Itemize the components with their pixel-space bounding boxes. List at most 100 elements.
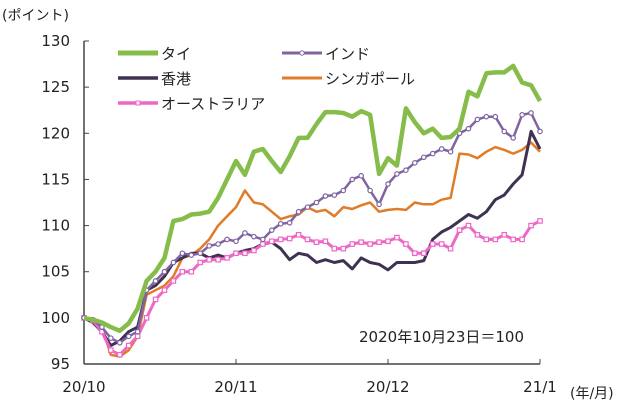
series-line-3 [83,141,541,358]
data-point [331,192,338,198]
y-axis-label: (ポイント) [2,8,69,24]
data-point [313,199,320,206]
data-point [215,256,221,263]
data-point [313,239,320,245]
data-point [465,125,472,132]
data-point [304,204,311,210]
data-point [251,233,257,240]
data-point [447,148,454,155]
data-point [277,220,284,227]
data-point [286,220,293,226]
data-point [403,167,409,174]
data-point [492,113,499,120]
data-point [277,236,284,243]
x-axis-label: (年/月) [570,386,614,402]
data-point [268,238,275,245]
y-tick-label: 120 [41,124,70,142]
x-tick-label: 20/10 [62,378,105,396]
data-point [322,193,329,199]
data-point [251,247,257,254]
data-point [465,222,472,229]
data-point [510,135,516,141]
data-point [322,238,329,245]
data-point [295,208,302,215]
data-point [528,222,534,229]
data-point [161,287,168,293]
data-point [108,335,114,341]
data-point [349,176,356,183]
data-point [420,250,427,257]
data-point [179,250,186,257]
data-point [510,236,516,243]
data-point [304,236,311,243]
data-point [331,245,338,252]
data-point [367,187,373,194]
x-tick-label: 20/11 [214,378,257,396]
y-tick-label: 115 [41,170,70,188]
data-point [519,236,525,243]
data-point [143,315,150,321]
data-point [438,146,445,152]
data-point [447,245,454,252]
data-point [152,278,159,284]
data-point [340,187,347,194]
data-point [456,227,463,233]
data-point [429,150,436,157]
data-point [170,278,177,284]
data-point [161,268,168,275]
data-point [501,232,508,238]
series-line-4 [83,219,541,357]
data-point [429,241,436,247]
data-point [394,234,400,241]
legend-label: 香港 [161,70,191,88]
y-tick-label: 105 [41,263,70,281]
data-point [233,250,239,257]
data-point [260,236,266,243]
data-point [537,128,543,135]
legend-label: インド [325,45,370,63]
data-point [358,172,364,179]
data-point [483,236,490,243]
data-point [224,255,230,261]
data-point [268,227,275,233]
data-point [242,250,248,257]
data-point [134,328,141,335]
series-line-2 [83,129,542,347]
data-point [349,241,356,247]
data-point [170,259,177,266]
y-tick-label: 95 [51,355,70,373]
base-annotation: 2020年10月23日＝100 [359,328,524,346]
data-point [367,241,373,247]
data-point [537,218,543,224]
series-line-1 [83,111,542,345]
data-point [152,296,159,303]
data-point [376,239,382,245]
data-point [528,110,534,116]
data-point [501,128,508,135]
data-point [242,230,248,236]
data-point [116,351,123,358]
data-point [412,160,418,166]
data-point [233,238,239,245]
data-point [519,112,525,118]
x-tick-label: 21/1 [523,378,557,396]
data-point [483,113,490,120]
data-point [492,236,499,243]
data-point [295,232,302,238]
y-tick-label: 130 [41,32,70,50]
data-point [412,250,418,257]
y-tick-label: 100 [41,309,70,327]
legend-label: タイ [161,45,191,63]
data-point [215,241,221,247]
data-point [125,342,132,349]
data-point [108,347,114,353]
data-point [474,116,481,123]
legend-marker [299,50,305,56]
data-point [385,181,391,187]
data-point [358,239,364,245]
data-point [340,245,347,252]
data-point [116,339,123,346]
data-point [403,241,409,247]
data-point [206,243,212,249]
